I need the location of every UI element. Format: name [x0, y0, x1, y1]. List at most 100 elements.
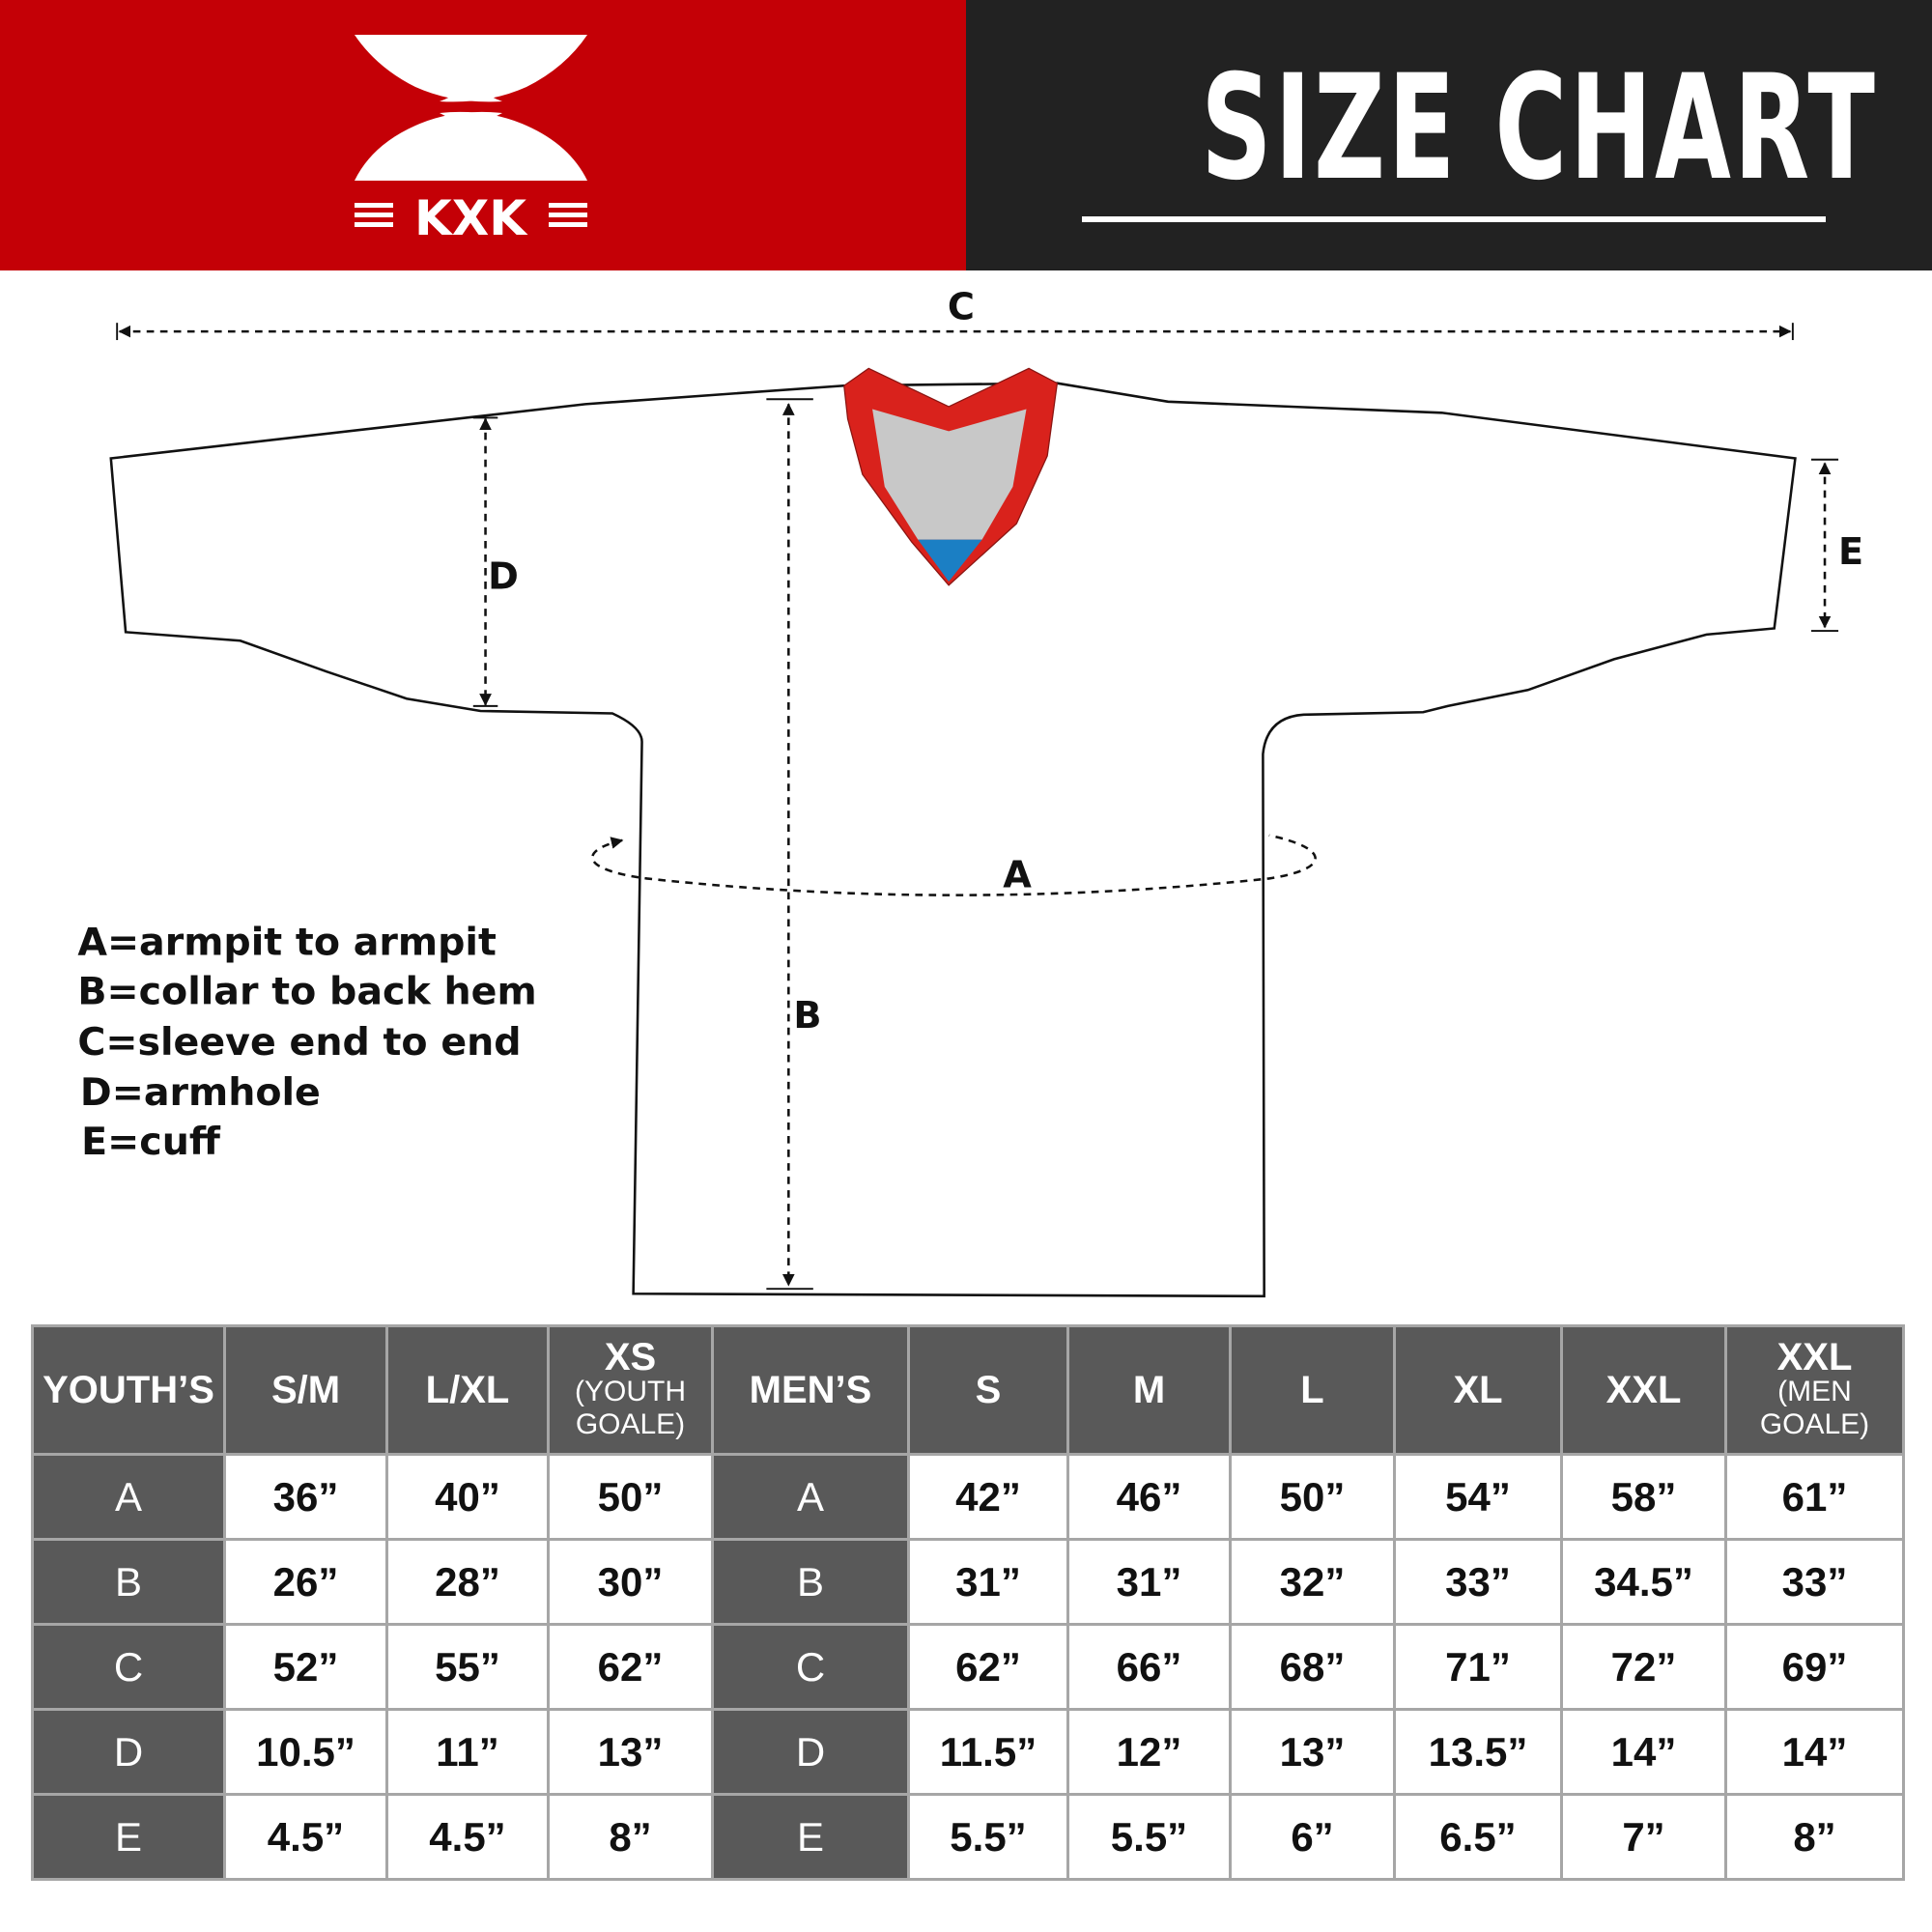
table-cell: 33” — [1724, 1538, 1905, 1626]
column-header-label: S — [975, 1369, 1002, 1411]
column-header-label: XL — [1453, 1369, 1503, 1411]
column-header: XL — [1393, 1324, 1563, 1456]
table-row: C 52” 55” 62” C 62” 66” 68” 71” 72” 69” — [31, 1623, 1905, 1711]
table-cell: 36” — [223, 1453, 388, 1541]
table-cell: 46” — [1066, 1453, 1232, 1541]
label-e: E — [1838, 530, 1863, 574]
table-cell: 62” — [547, 1623, 714, 1711]
label-b: B — [793, 994, 821, 1037]
column-header-label: XXL — [1776, 1336, 1853, 1378]
table-cell: 50” — [547, 1453, 714, 1541]
table-cell: 40” — [385, 1453, 550, 1541]
jersey-outline — [109, 382, 1797, 1298]
table-cell: 11.5” — [907, 1708, 1069, 1796]
table-cell: 52” — [223, 1623, 388, 1711]
table-cell: 13” — [1229, 1708, 1396, 1796]
column-header-label: YOUTH’S — [43, 1369, 214, 1411]
table-cell: 66” — [1066, 1623, 1232, 1711]
row-label: E — [711, 1793, 910, 1881]
row-label: A — [31, 1453, 226, 1541]
column-header: S/M — [223, 1324, 388, 1456]
table-cell: 72” — [1560, 1623, 1727, 1711]
header-brand-panel: KXK — [0, 0, 966, 270]
column-header-label: XXL — [1605, 1369, 1682, 1411]
column-header: L — [1229, 1324, 1396, 1456]
column-header-label: L — [1300, 1369, 1324, 1411]
table-cell: 71” — [1393, 1623, 1563, 1711]
table-cell: 10.5” — [223, 1708, 388, 1796]
label-c: C — [948, 285, 975, 328]
table-cell: 42” — [907, 1453, 1069, 1541]
table-cell: 14” — [1560, 1708, 1727, 1796]
table-cell: 50” — [1229, 1453, 1396, 1541]
column-header-label: M — [1132, 1369, 1166, 1411]
table-row: A 36” 40” 50” A 42” 46” 50” 54” 58” 61” — [31, 1453, 1905, 1541]
logo-text: KXK — [414, 190, 528, 246]
table-cell: 30” — [547, 1538, 714, 1626]
table-cell: 31” — [907, 1538, 1069, 1626]
table-header-row: YOUTH’S S/M L/XL XS (YOUTH GOALE) MEN’S S M L XL X… — [31, 1324, 1905, 1456]
table-cell: 11” — [385, 1708, 550, 1796]
column-header-label: S/M — [270, 1369, 341, 1411]
table-cell: 32” — [1229, 1538, 1396, 1626]
table-row: B 26” 28” 30” B 31” 31” 32” 33” 34.5” 33” — [31, 1538, 1905, 1626]
column-header: L/XL — [385, 1324, 550, 1456]
table-cell: 54” — [1393, 1453, 1563, 1541]
table-cell: 58” — [1560, 1453, 1727, 1541]
column-header-sublabel: (MEN GOALE) — [1759, 1376, 1870, 1440]
column-header-label: L/XL — [425, 1369, 510, 1411]
table-cell: 4.5” — [223, 1793, 388, 1881]
table-cell: 5.5” — [907, 1793, 1069, 1881]
legend-c: C=sleeve end to end — [77, 1020, 521, 1065]
table-cell: 13.5” — [1393, 1708, 1563, 1796]
row-label: B — [711, 1538, 910, 1626]
collar-grey — [872, 409, 1027, 540]
table-cell: 28” — [385, 1538, 550, 1626]
column-header: YOUTH’S — [31, 1324, 226, 1456]
legend-e: E=cuff — [81, 1120, 221, 1164]
table-cell: 4.5” — [385, 1793, 550, 1881]
table-cell: 8” — [1724, 1793, 1905, 1881]
table-cell: 31” — [1066, 1538, 1232, 1626]
size-table: YOUTH’S S/M L/XL XS (YOUTH GOALE) MEN’S S M L XL X… — [31, 1324, 1905, 1881]
table-cell: 13” — [547, 1708, 714, 1796]
header-title-panel — [966, 0, 1932, 270]
column-header-sublabel: (YOUTH GOALE) — [575, 1376, 686, 1440]
table-cell: 8” — [547, 1793, 714, 1881]
row-label: A — [711, 1453, 910, 1541]
table-row: D 10.5” 11” 13” D 11.5” 12” 13” 13.5” 14” 14” — [31, 1708, 1905, 1796]
title-underline — [1082, 216, 1826, 222]
row-label: C — [711, 1623, 910, 1711]
column-header: MEN’S — [711, 1324, 910, 1456]
table-row: E 4.5” 4.5” 8” E 5.5” 5.5” 6” 6.5” 7” 8” — [31, 1793, 1905, 1881]
table-cell: 26” — [223, 1538, 388, 1626]
column-header-label: XS — [604, 1336, 657, 1378]
row-label: D — [711, 1708, 910, 1796]
column-header: S — [907, 1324, 1069, 1456]
table-cell: 33” — [1393, 1538, 1563, 1626]
table-cell: 55” — [385, 1623, 550, 1711]
table-cell: 6” — [1229, 1793, 1396, 1881]
column-header: XXL (MEN GOALE) — [1724, 1324, 1905, 1456]
table-cell: 34.5” — [1560, 1538, 1727, 1626]
table-cell: 14” — [1724, 1708, 1905, 1796]
row-label: E — [31, 1793, 226, 1881]
dimension-a-ellipse — [591, 834, 1317, 896]
table-cell: 12” — [1066, 1708, 1232, 1796]
legend-a: A=armpit to armpit — [77, 921, 497, 965]
table-cell: 61” — [1724, 1453, 1905, 1541]
table-cell: 62” — [907, 1623, 1069, 1711]
table-cell: 6.5” — [1393, 1793, 1563, 1881]
row-label: C — [31, 1623, 226, 1711]
column-header: XXL — [1560, 1324, 1727, 1456]
table-cell: 7” — [1560, 1793, 1727, 1881]
table-cell: 68” — [1229, 1623, 1396, 1711]
column-header: M — [1066, 1324, 1232, 1456]
legend-d: D=armhole — [80, 1070, 321, 1115]
label-a: A — [1003, 853, 1032, 896]
table-cell: 69” — [1724, 1623, 1905, 1711]
column-header: XS (YOUTH GOALE) — [547, 1324, 714, 1456]
row-label: D — [31, 1708, 226, 1796]
row-label: B — [31, 1538, 226, 1626]
